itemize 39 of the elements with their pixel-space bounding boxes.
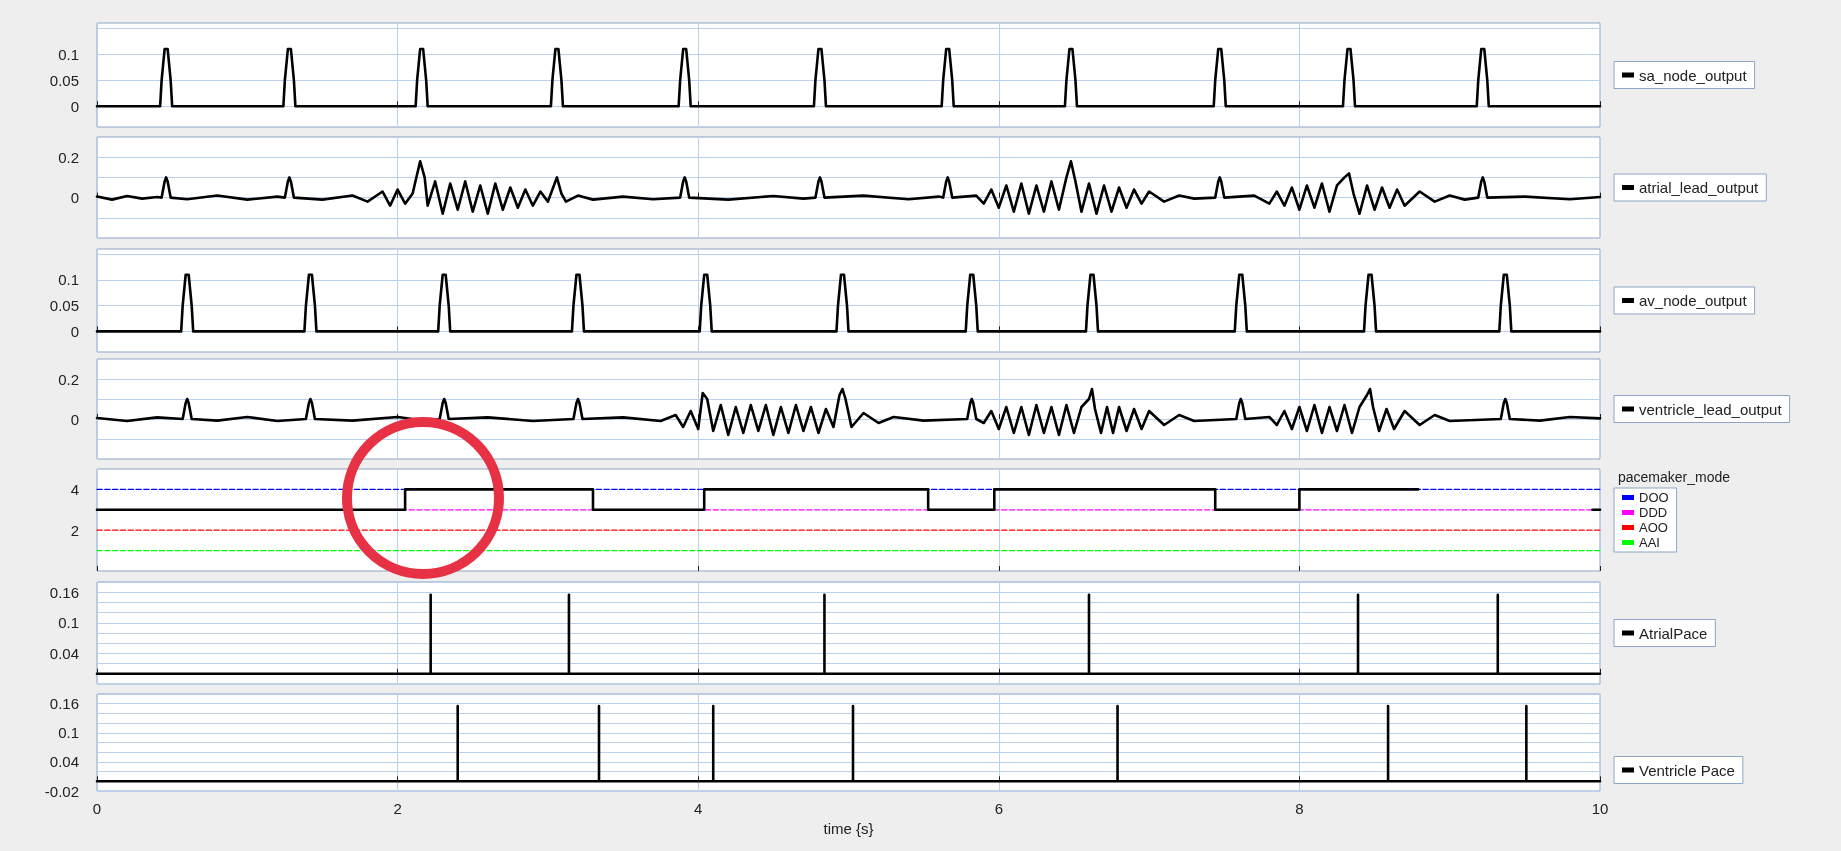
y-tick-label: 0 bbox=[70, 97, 79, 115]
legend-label: DDD bbox=[1639, 505, 1668, 520]
y-tick-label: -0.02 bbox=[44, 782, 79, 800]
y-tick-label: 0.2 bbox=[58, 370, 79, 388]
legend-label: AAI bbox=[1639, 535, 1660, 550]
x-tick-label: 2 bbox=[393, 800, 402, 817]
legend-label: AOO bbox=[1639, 520, 1668, 535]
y-tick-label: 0.04 bbox=[49, 753, 79, 771]
x-tick-label: 0 bbox=[92, 800, 102, 817]
y-tick-label: 0 bbox=[70, 189, 79, 207]
y-tick-label: 0 bbox=[70, 322, 79, 340]
y-tick-label: 0 bbox=[70, 410, 79, 428]
y-tick-label: 0.05 bbox=[49, 297, 79, 315]
y-tick-label: 0.05 bbox=[49, 71, 79, 89]
line-series bbox=[95, 387, 1602, 437]
y-tick-label: 0.16 bbox=[49, 583, 79, 601]
legend-title: pacemaker_mode bbox=[1618, 469, 1731, 485]
y-tick-label: 0.1 bbox=[58, 45, 79, 63]
y-tick-label: 0.1 bbox=[58, 614, 79, 632]
legend-label: AtrialPace bbox=[1639, 624, 1708, 642]
y-tick-label: 2 bbox=[70, 521, 79, 539]
legend-label: ventricle_lead_output bbox=[1639, 400, 1783, 418]
line-series bbox=[95, 159, 1602, 216]
y-tick-label: 0.2 bbox=[58, 148, 79, 166]
legend-label: sa_node_output bbox=[1639, 66, 1748, 84]
x-tick-label: 4 bbox=[694, 800, 703, 817]
legend-label: atrial_lead_output bbox=[1639, 179, 1760, 196]
x-tick-label: 10 bbox=[1591, 800, 1609, 817]
x-tick-label: 8 bbox=[1295, 800, 1304, 817]
legend-label: Ventricle Pace bbox=[1639, 761, 1735, 779]
x-axis-title: time {s} bbox=[823, 820, 874, 837]
legend-label: DOO bbox=[1639, 490, 1669, 505]
legend-label: av_node_output bbox=[1639, 292, 1748, 309]
y-tick-label: 0.04 bbox=[49, 644, 79, 662]
y-tick-label: 0.1 bbox=[58, 724, 79, 742]
x-tick-label: 6 bbox=[994, 800, 1003, 817]
y-tick-label: 4 bbox=[70, 480, 79, 498]
y-tick-label: 0.1 bbox=[58, 271, 79, 289]
y-tick-label: 0.16 bbox=[49, 695, 79, 713]
